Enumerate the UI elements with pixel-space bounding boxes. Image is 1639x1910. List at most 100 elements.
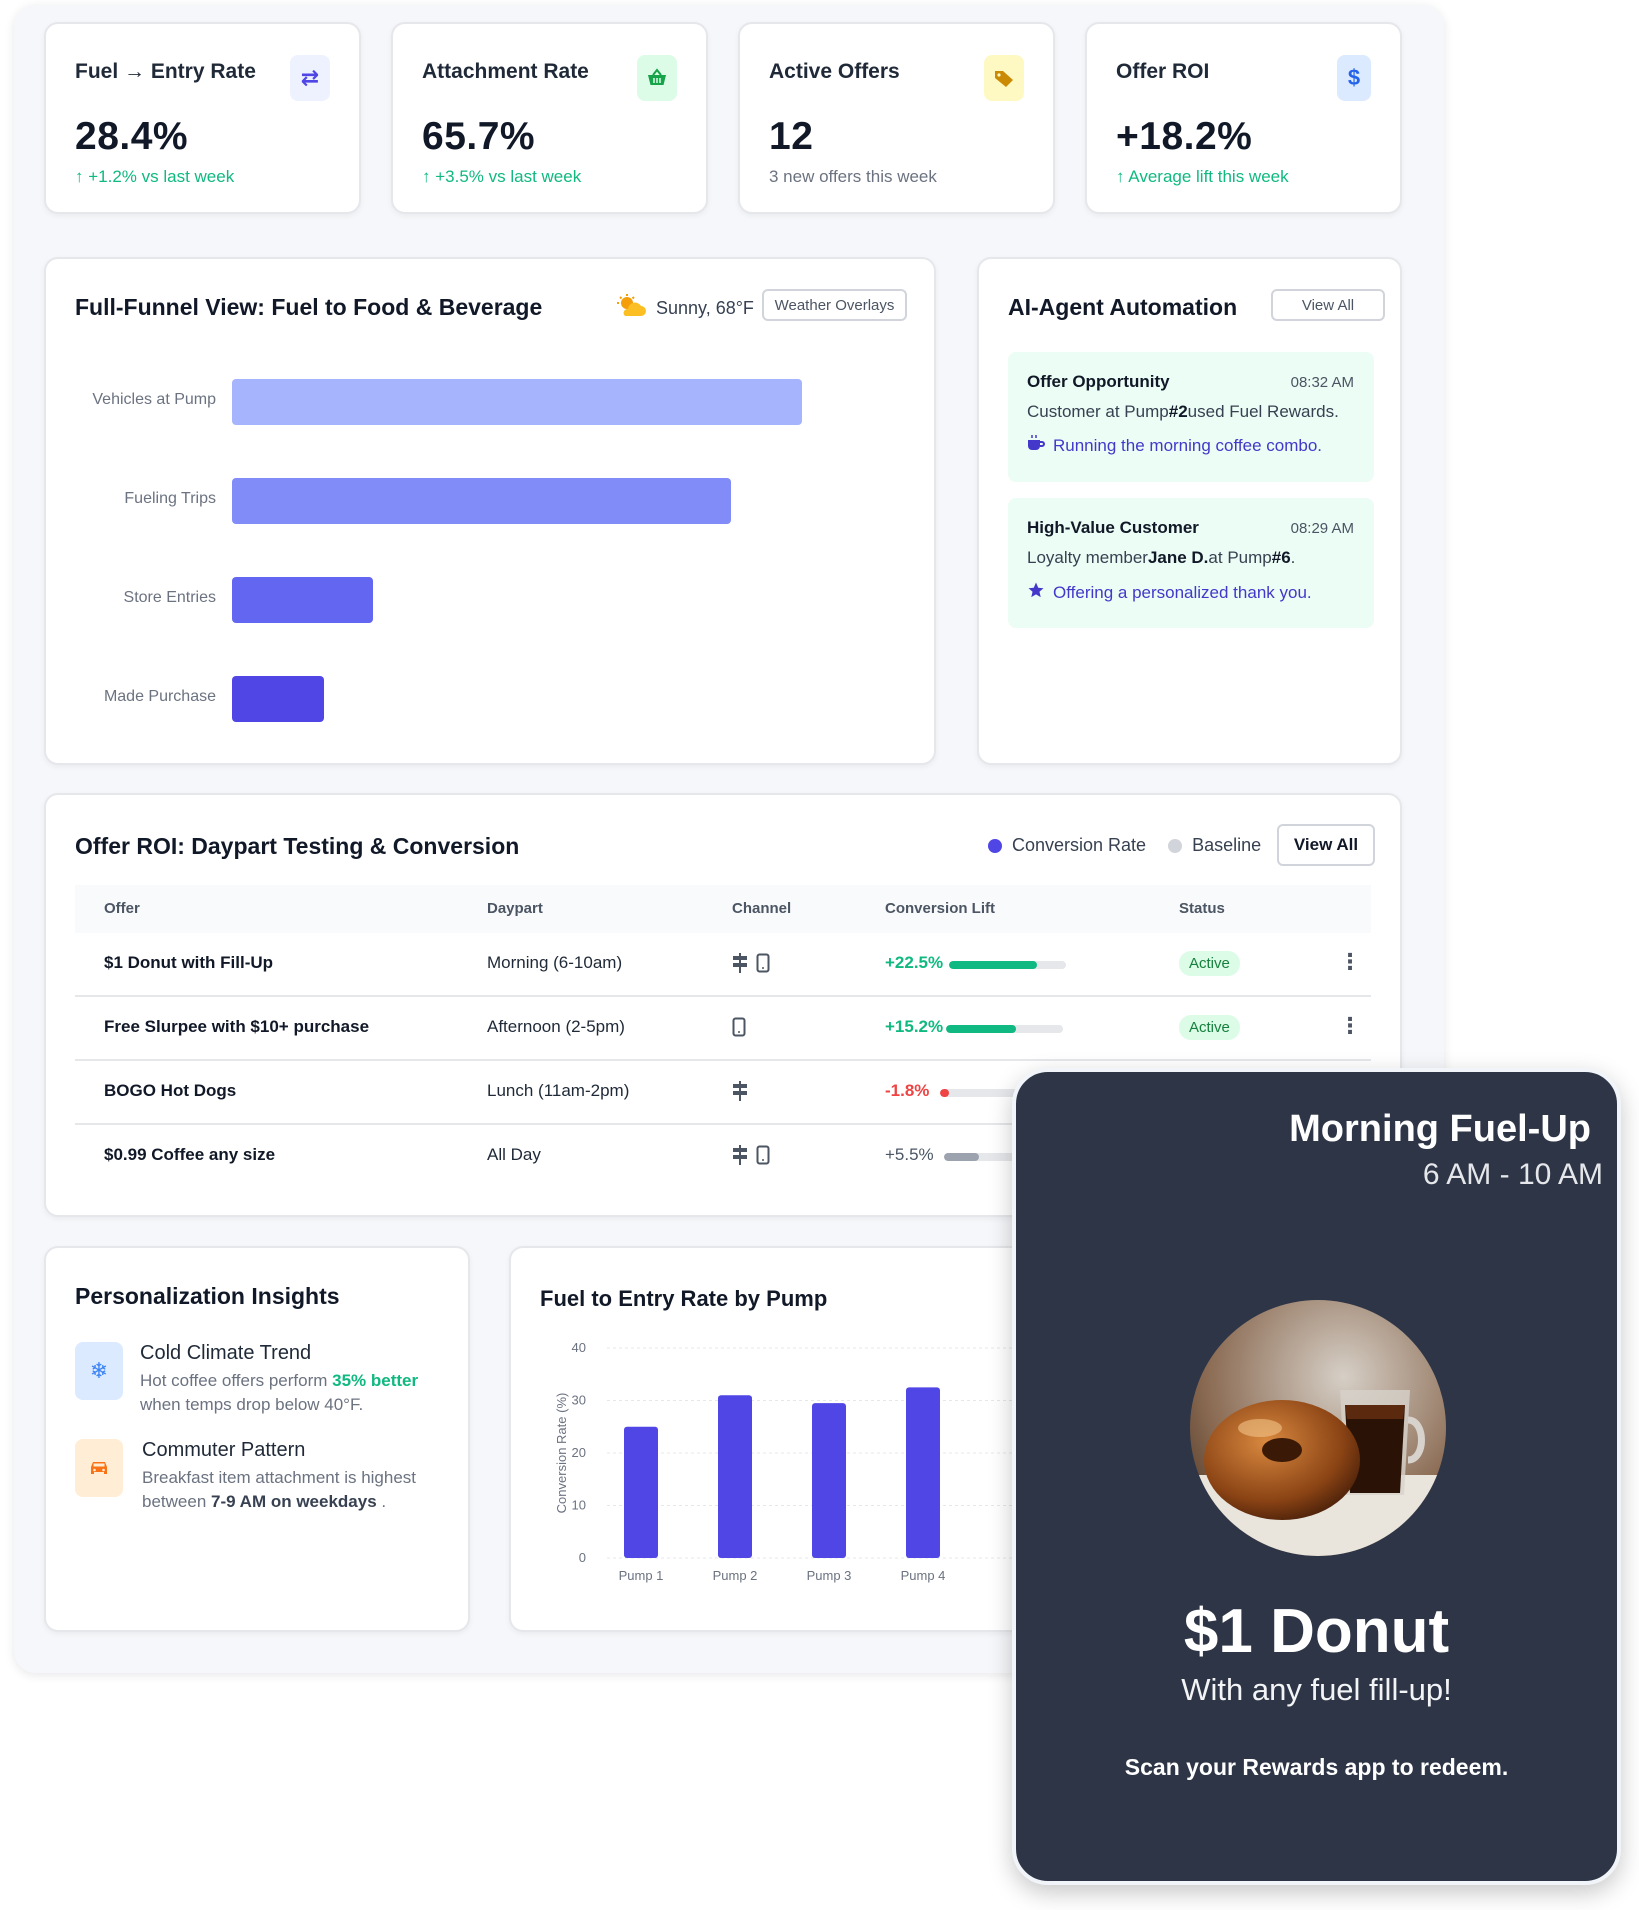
funnel-stage-bar[interactable] (232, 676, 324, 722)
daypart: Morning (6-10am) (487, 953, 623, 972)
table-row[interactable]: Free Slurpee with $10+ purchase Afternoo… (75, 997, 1371, 1061)
roi-view-all-button[interactable]: View All (1277, 824, 1375, 866)
arrow-up-icon: ↑ (422, 167, 431, 186)
coffee-cup-icon (1027, 435, 1045, 456)
snowflake-icon: ❄ (75, 1342, 123, 1400)
legend-label: Baseline (1192, 835, 1262, 855)
tag-icon (984, 55, 1024, 101)
column-header: Status (1179, 900, 1225, 917)
ai-event-action: Running the morning coffee combo. (1027, 435, 1322, 456)
y-tick-label: 20 (572, 1445, 586, 1460)
funnel-stage-bar[interactable] (232, 478, 731, 524)
bar (624, 1426, 658, 1558)
kpi-change: ↑ +1.2% vs last week (75, 167, 235, 186)
pump-signage-icon (732, 1145, 748, 1170)
ai-event-title: Offer Opportunity (1027, 372, 1170, 391)
column-header: Offer (104, 900, 140, 917)
lift-bar-fill (946, 1025, 1017, 1033)
funnel-stage-bar[interactable] (232, 379, 802, 425)
kpi-value: 28.4% (75, 115, 189, 158)
funnel-stage-label: Store Entries (123, 589, 216, 606)
promo-time: 6 AM - 10 AM (1422, 1158, 1603, 1191)
kpi-card-active-offers: Active Offers 12 3 new offers this week (738, 22, 1055, 214)
legend-label: Conversion Rate (1012, 835, 1147, 855)
ai-event-description: Customer at Pump#2used Fuel Rewards. (1027, 402, 1339, 421)
kpi-sub: 3 new offers this week (769, 167, 937, 186)
more-options-icon[interactable]: ⋮ (1339, 1013, 1361, 1038)
funnel-card: Full-Funnel View: Fuel to Food & Beverag… (44, 257, 936, 765)
y-tick-label: 10 (572, 1498, 586, 1513)
funnel-stage-label: Vehicles at Pump (92, 391, 216, 408)
legend-dot-baseline (1168, 838, 1183, 853)
weather-overlays-button[interactable]: Weather Overlays (762, 289, 907, 321)
chart-title: Fuel to Entry Rate by Pump (540, 1286, 828, 1311)
daypart: Lunch (11am-2pm) (487, 1081, 630, 1100)
promo-headline: $1 Donut (1183, 1597, 1450, 1666)
y-axis-label: Conversion Rate (%) (554, 1393, 569, 1514)
conversion-lift: +15.2% (885, 1017, 944, 1036)
arrow-up-icon: ↑ (75, 167, 84, 186)
ai-event-offer-opportunity[interactable]: Offer Opportunity 08:32 AM Customer at P… (1008, 352, 1374, 482)
ai-view-all-button[interactable]: View All (1271, 289, 1385, 321)
funnel-stage-label: Fueling Trips (124, 490, 216, 507)
lift-bar (949, 961, 1066, 969)
lift-bar (940, 1089, 1057, 1097)
donut-coffee-image (1190, 1300, 1446, 1556)
conversion-lift: +5.5% (885, 1145, 934, 1164)
ai-event-time: 08:32 AM (1290, 374, 1354, 391)
x-tick-label: Pump 1 (619, 1568, 664, 1583)
ai-event-high-value-customer[interactable]: High-Value Customer 08:29 AM Loyalty mem… (1008, 498, 1374, 628)
kpi-card-fuel-entry: Fuel → Entry Rate ⇄ 28.4% ↑ +1.2% vs las… (44, 22, 361, 214)
column-header: Daypart (487, 900, 543, 917)
channels (732, 1081, 748, 1106)
lift-bar-fill (949, 961, 1037, 969)
conversion-lift: -1.8% (885, 1081, 930, 1100)
conversion-lift: +22.5% (885, 953, 944, 972)
lift-bar (944, 1153, 1061, 1161)
ai-event-title: High-Value Customer (1027, 518, 1199, 537)
channels (732, 1145, 770, 1170)
offer-roi-title: Offer ROI: Daypart Testing & Conversion (75, 833, 520, 859)
insight-title: Commuter Pattern (142, 1439, 306, 1461)
offer-name: BOGO Hot Dogs (104, 1081, 237, 1100)
kpi-title: Active Offers (769, 60, 900, 83)
kpi-title: Fuel → Entry Rate (75, 60, 256, 83)
dollar-icon: $ (1337, 55, 1371, 101)
promo-card[interactable]: Morning Fuel-Up 6 AM - 10 AM $1 Donut Wi… (1012, 1068, 1621, 1885)
column-header: Conversion Lift (885, 900, 996, 917)
y-tick-label: 0 (579, 1550, 586, 1565)
basket-icon (637, 55, 677, 101)
kpi-title: Offer ROI (1116, 60, 1210, 83)
pump-signage-icon (732, 953, 748, 978)
weather-text: Sunny, 68°F (656, 298, 754, 318)
swap-arrows-icon: ⇄ (290, 55, 330, 101)
daypart: Afternoon (2-5pm) (487, 1017, 625, 1036)
kpi-value: 65.7% (422, 115, 536, 158)
promo-subtitle: With any fuel fill-up! (1181, 1672, 1452, 1707)
status-badge: Active (1179, 1015, 1240, 1040)
insight-text: Breakfast item attachment is highest bet… (142, 1468, 417, 1511)
car-icon (75, 1439, 123, 1497)
table-row[interactable]: $0.99 Coffee any size All Day +5.5% (75, 1125, 1371, 1189)
ai-event-action: Offering a personalized thank you. (1027, 581, 1312, 604)
promo-cta: Scan your Rewards app to redeem. (1124, 1754, 1509, 1780)
x-tick-label: Pump 3 (807, 1568, 852, 1583)
bar (812, 1403, 846, 1558)
legend-dot-conversion (988, 838, 1002, 853)
x-tick-label: Pump 4 (901, 1568, 946, 1583)
lift-bar (946, 1025, 1063, 1033)
y-tick-label: 40 (572, 1340, 586, 1355)
funnel-stage-label: Made Purchase (103, 688, 216, 705)
more-options-icon[interactable]: ⋮ (1339, 949, 1361, 974)
table-row[interactable]: BOGO Hot Dogs Lunch (11am-2pm) -1.8% (75, 1061, 1371, 1125)
sun-cloud-icon (616, 294, 646, 323)
kpi-value: 12 (769, 115, 814, 158)
table-row[interactable]: $1 Donut with Fill-Up Morning (6-10am) +… (75, 933, 1371, 997)
x-tick-label: Pump 2 (713, 1568, 758, 1583)
insights-title: Personalization Insights (75, 1283, 340, 1309)
bar-chart: 0 10 20 30 40 Conversion Rate (%) Pump 1 Pump 2… (554, 1340, 1031, 1583)
bar (718, 1395, 752, 1558)
promo-title: Morning Fuel-Up (1289, 1108, 1591, 1150)
funnel-stage-bar[interactable] (232, 577, 373, 623)
insight-title: Cold Climate Trend (140, 1342, 312, 1364)
